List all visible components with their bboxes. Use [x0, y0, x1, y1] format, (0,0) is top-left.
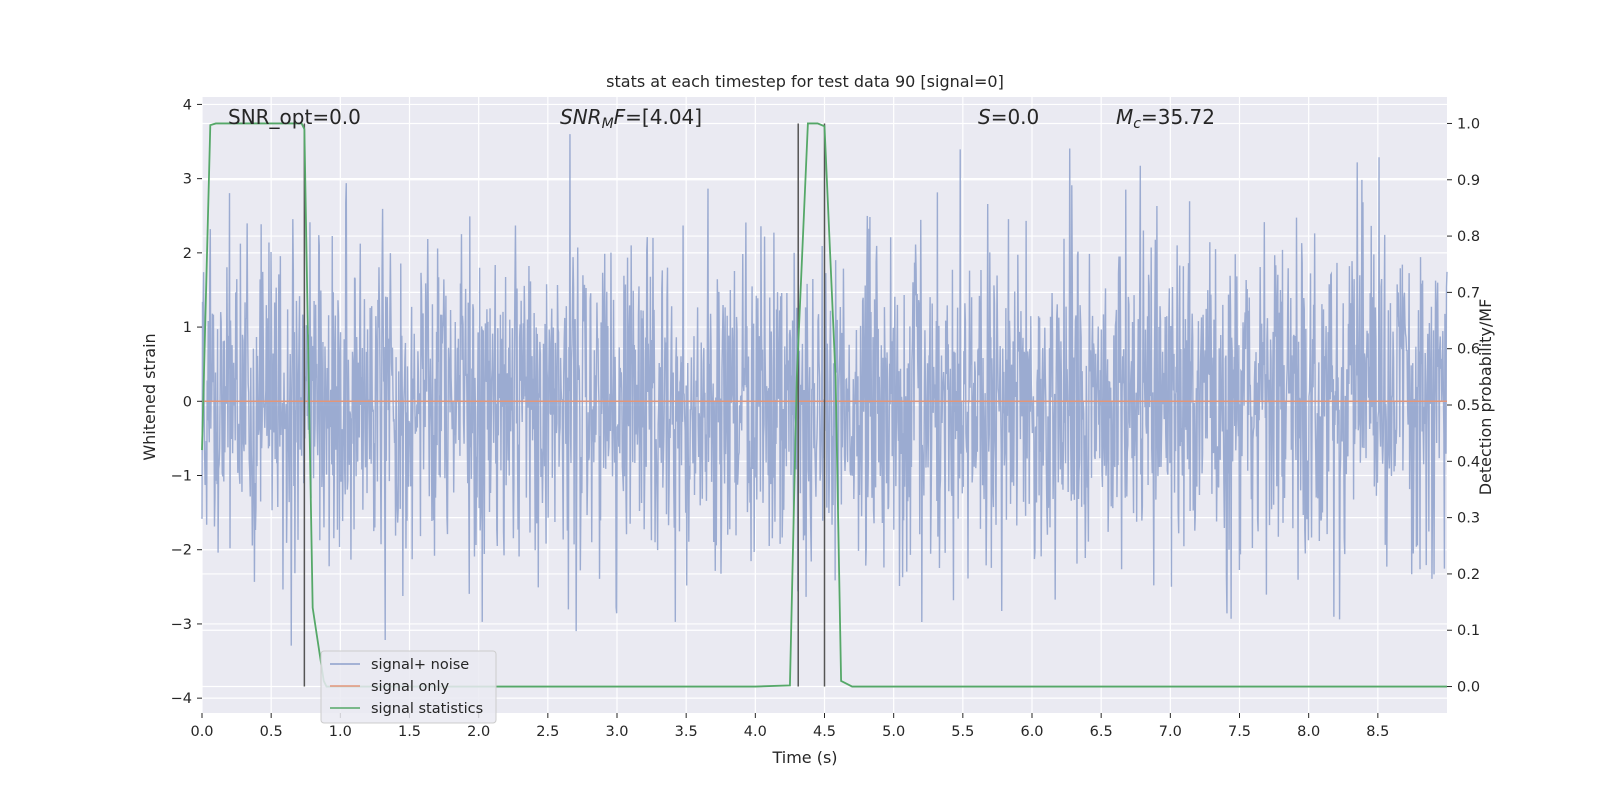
y-tick-label: 0	[183, 394, 192, 410]
x-tick-label: 0.0	[190, 724, 213, 740]
x-tick-label: 1.5	[398, 724, 421, 740]
y2-tick-label: 0.9	[1457, 173, 1480, 189]
legend-label-signal-statistics: signal statistics	[371, 701, 483, 717]
y-tick-label: −2	[171, 543, 192, 559]
y-tick-label: 2	[183, 246, 192, 262]
x-tick-label: 1.0	[329, 724, 352, 740]
y2-axis-label: Detection probability/MF	[1476, 299, 1495, 496]
x-tick-label: 4.5	[813, 724, 836, 740]
y2-tick-label: 0.6	[1457, 342, 1480, 358]
x-tick-label: 6.0	[1020, 724, 1043, 740]
x-tick-label: 0.5	[260, 724, 283, 740]
y2-tick-label: 0.4	[1457, 454, 1480, 470]
x-tick-label: 7.0	[1159, 724, 1182, 740]
y-tick-label: −4	[171, 691, 192, 707]
x-tick-label: 4.0	[744, 724, 767, 740]
y2-tick-label: 0.3	[1457, 511, 1480, 527]
y2-tick-label: 0.0	[1457, 680, 1480, 696]
x-tick-label: 3.0	[605, 724, 628, 740]
y-axis-label: Whitened strain	[140, 333, 159, 460]
y2-tick-label: 0.2	[1457, 567, 1480, 583]
x-tick-label: 8.0	[1297, 724, 1320, 740]
y-tick-label: 3	[183, 172, 192, 188]
y-tick-label: −3	[171, 617, 192, 633]
legend: signal+ noise signal only signal statist…	[320, 650, 497, 724]
x-tick-label: 5.0	[882, 724, 905, 740]
legend-label-signal-only: signal only	[371, 679, 450, 695]
legend-label-signal-noise: signal+ noise	[371, 657, 469, 673]
legend-box	[320, 650, 497, 724]
y2-tick-label: 1.0	[1457, 116, 1480, 132]
x-tick-label: 2.5	[536, 724, 559, 740]
y2-tick-label: 0.1	[1457, 623, 1480, 639]
annotation-snr-opt: SNR_opt=0.0	[228, 105, 361, 129]
x-tick-label: 5.5	[951, 724, 974, 740]
x-tick-label: 7.5	[1228, 724, 1251, 740]
y-tick-label: 1	[183, 320, 192, 336]
y2-tick-label: 0.8	[1457, 229, 1480, 245]
x-tick-label: 8.5	[1366, 724, 1389, 740]
x-tick-label: 6.5	[1090, 724, 1113, 740]
y-tick-label: 4	[183, 97, 192, 113]
chart-title: stats at each timestep for test data 90 …	[606, 72, 1004, 91]
x-axis-label: Time (s)	[771, 748, 837, 767]
y2-tick-label: 0.7	[1457, 285, 1480, 301]
x-tick-label: 2.0	[467, 724, 490, 740]
annotation-mc: Mc=35.72	[1116, 105, 1215, 132]
y-tick-label: −1	[171, 469, 192, 485]
annotation-s: S=0.0	[978, 105, 1039, 129]
annotation-snr-mf: SNRMF=[4.04]	[560, 105, 702, 132]
x-tick-label: 3.5	[675, 724, 698, 740]
series-signal-statistics	[201, 122, 1447, 688]
y2-tick-label: 0.5	[1457, 398, 1480, 414]
